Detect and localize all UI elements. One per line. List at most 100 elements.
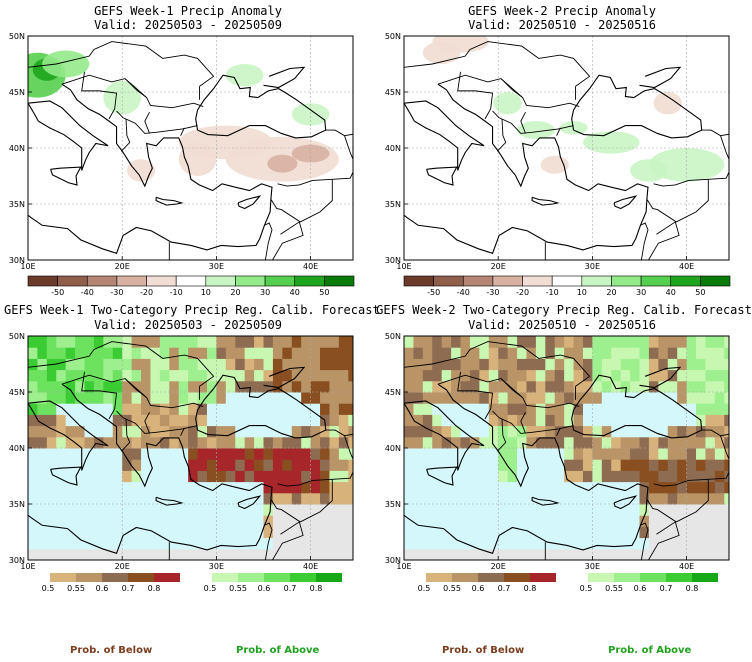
colorbar-tick: 0.55 (605, 584, 623, 593)
panel3-title: GEFS Week-1 Two-Category Precip Reg. Cal… (4, 303, 380, 317)
border (640, 522, 649, 560)
lat-label: 50N (385, 32, 401, 41)
border (720, 133, 729, 137)
border (28, 341, 215, 387)
colorbar-tick: 0.7 (498, 584, 511, 593)
lat-label: 45N (385, 388, 401, 397)
lon-label: 10E (396, 562, 411, 570)
coastline (426, 466, 458, 486)
lat-label: 30N (9, 256, 25, 265)
lat-label: 35N (385, 500, 401, 509)
colorbar-swatch (294, 275, 325, 287)
colorbar-swatch (27, 275, 58, 287)
border (270, 479, 333, 523)
colorbar-tick: 0.6 (634, 584, 647, 593)
colorbar-tick: 20 (606, 288, 616, 297)
colorbar-swatch (614, 573, 640, 582)
lon-label: 10E (20, 562, 35, 570)
border (28, 41, 215, 87)
prob-below-label-week1: Prob. of Below (70, 645, 153, 656)
colorbar-tick: -40 (457, 288, 470, 297)
colorbar-swatch (478, 573, 504, 582)
lon-label: 40E (679, 562, 694, 570)
colorbar-tick: 0.7 (122, 584, 135, 593)
colorbar-swatch (452, 573, 478, 582)
border (120, 118, 131, 152)
colorbar-tick: 30 (260, 288, 270, 297)
lon-label: 20E (491, 262, 506, 270)
lat-label: 50N (385, 332, 401, 341)
panel1-valid: Valid: 20250503 - 20250509 (94, 18, 282, 32)
coastline (639, 66, 682, 89)
border (496, 118, 507, 152)
border (277, 429, 353, 487)
border (646, 179, 709, 223)
lon-label: 30E (209, 262, 224, 270)
lon-label: 20E (115, 262, 130, 270)
colorbar-swatch (462, 275, 494, 287)
border (144, 411, 150, 434)
border (264, 522, 273, 560)
border (646, 479, 709, 523)
coastline (28, 83, 273, 254)
colorbar-tick: 40 (666, 288, 676, 297)
colorbar-swatch (146, 275, 177, 287)
colorbar-swatch (522, 275, 553, 287)
colorbar-swatch (205, 275, 236, 287)
panel4-title: GEFS Week-2 Two-Category Precip Reg. Cal… (376, 303, 752, 317)
border (437, 74, 580, 109)
colorbar-tick: 0.55 (229, 584, 247, 593)
border (144, 111, 150, 134)
anomaly-colorbar-week2: -50 -40 -30 -20 -10 10 20 30 40 50 (403, 275, 731, 297)
coastline (237, 195, 262, 210)
coastline (571, 374, 703, 439)
border (492, 410, 574, 434)
border (500, 378, 523, 398)
lat-label: 30N (385, 256, 401, 265)
lon-label: 20E (491, 562, 506, 570)
coastline (195, 374, 327, 439)
colorbar-tick: -10 (170, 288, 183, 297)
panel2-title: GEFS Week-2 Precip Anomaly (468, 4, 656, 18)
lat-label: 50N (9, 32, 25, 41)
colorbar-swatch (264, 275, 296, 287)
colorbar-swatch (86, 275, 118, 287)
border (124, 378, 147, 398)
lon-label: 40E (679, 262, 694, 270)
coastline (263, 366, 306, 389)
coastline (404, 400, 485, 471)
border (61, 374, 204, 409)
panel1-title: GEFS Week-1 Precip Anomaly (94, 4, 282, 18)
border (492, 110, 574, 134)
colorbar-swatch (290, 573, 316, 582)
anomaly-colorbar-week1: -50 -40 -30 -20 -10 10 20 30 40 50 (27, 275, 355, 297)
colorbar-swatch (316, 573, 342, 582)
colorbar-tick: 0.8 (524, 584, 537, 593)
border (271, 221, 304, 260)
coastline (155, 496, 184, 506)
border (271, 521, 304, 560)
colorbar-tick: 0.7 (284, 584, 297, 593)
colorbar-swatch (588, 573, 614, 582)
colorbar-tick: 0.5 (42, 584, 55, 593)
border (344, 133, 353, 137)
colorbar-swatch (238, 573, 264, 582)
colorbar-swatch (700, 275, 731, 287)
colorbar-swatch (264, 573, 290, 582)
coastline (28, 383, 273, 554)
border (720, 433, 729, 437)
border (277, 129, 353, 187)
colorbar-swatch (492, 275, 523, 287)
lat-label: 35N (385, 200, 401, 209)
colorbar-swatch (50, 573, 76, 582)
coastline (531, 496, 560, 506)
prob-above-label-week1: Prob. of Above (236, 645, 320, 656)
colorbar-swatch (116, 275, 147, 287)
border (344, 433, 353, 437)
colorbar-swatch (102, 573, 128, 582)
colorbar-tick: 50 (319, 288, 329, 297)
border (437, 374, 580, 409)
colorbar-swatch (403, 275, 434, 287)
